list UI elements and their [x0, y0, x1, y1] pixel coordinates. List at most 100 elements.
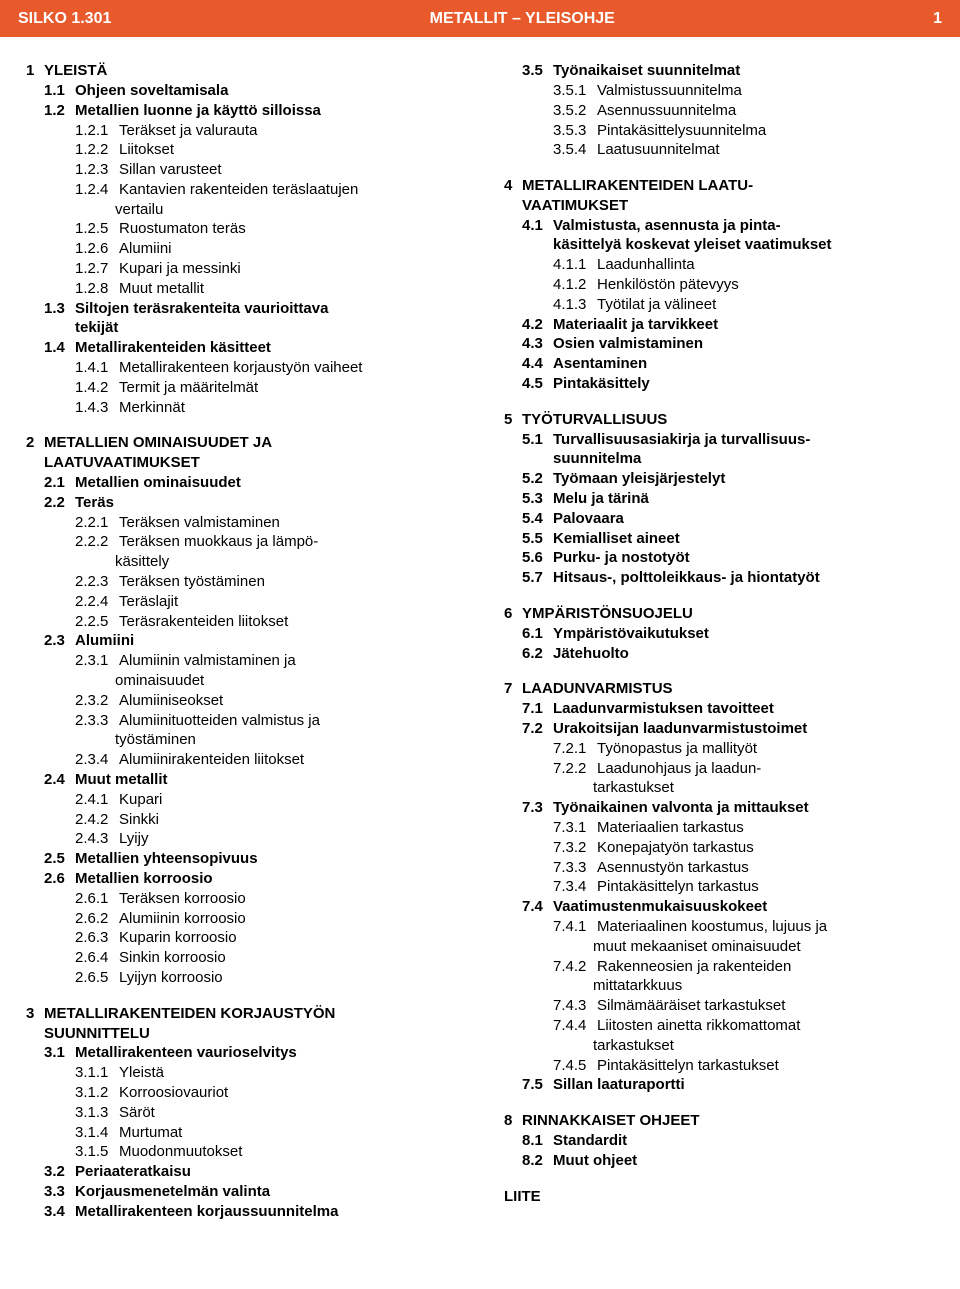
toc-lvl3: 4.1.1Laadunhallinta [553, 255, 942, 275]
toc-lvl3: 1.2.4Kantavien rakenteiden teräslaatujen [75, 180, 464, 200]
toc-lvl3: 7.4.4Liitosten ainetta rikkomattomat [553, 1016, 942, 1036]
toc-lvl2: 7.5Sillan laaturaportti [522, 1075, 942, 1095]
toc-section: 8RINNAKKAISET OHJEET8.1Standardit8.2Muut… [496, 1111, 942, 1170]
toc-lvl3: 1.2.8Muut metallit [75, 279, 464, 299]
toc-lvl2: 8.1Standardit [522, 1131, 942, 1151]
toc-lvl2: 1.2Metallien luonne ja käyttö silloissa [44, 101, 464, 121]
toc-lvl2: 4.4Asentaminen [522, 354, 942, 374]
toc-lvl2-cont: suunnitelma [553, 449, 942, 469]
toc-lvl3: 2.4.2Sinkki [75, 810, 464, 830]
toc-lvl3-cont: käsittely [115, 552, 464, 572]
toc-lvl2: 5.5Kemialliset aineet [522, 529, 942, 549]
header-left: SILKO 1.301 [18, 8, 111, 29]
toc-lvl1: 7LAADUNVARMISTUS [504, 679, 942, 699]
toc-lvl2: 5.2Työmaan yleisjärjestelyt [522, 469, 942, 489]
toc-lvl3: 2.2.3Teräksen työstäminen [75, 572, 464, 592]
toc-lvl2: 4.1Valmistusta, asennusta ja pinta- [522, 216, 942, 236]
toc-lvl3: 2.3.3Alumiinituotteiden valmistus ja [75, 711, 464, 731]
left-column: 1YLEISTÄ1.1Ohjeen soveltamisala1.2Metall… [18, 61, 464, 1237]
toc-lvl1-cont: VAATIMUKSET [522, 196, 942, 216]
toc-lvl1: 8RINNAKKAISET OHJEET [504, 1111, 942, 1131]
toc-lvl2: 6.2Jätehuolto [522, 644, 942, 664]
toc-lvl3: 2.3.2Alumiiniseokset [75, 691, 464, 711]
toc-lvl3: 2.6.5Lyijyn korroosio [75, 968, 464, 988]
toc-lvl2: 5.4Palovaara [522, 509, 942, 529]
toc-lvl2-cont: käsittelyä koskevat yleiset vaatimukset [553, 235, 942, 255]
toc-lvl2: 7.4Vaatimustenmukaisuuskokeet [522, 897, 942, 917]
toc-lvl3: 7.4.2Rakenneosien ja rakenteiden [553, 957, 942, 977]
toc-lvl1-cont: SUUNNITTELU [44, 1024, 464, 1044]
toc-lvl2: 2.1Metallien ominaisuudet [44, 473, 464, 493]
toc-lvl2: 5.3Melu ja tärinä [522, 489, 942, 509]
appendix-label: LIITE [504, 1187, 942, 1207]
toc-lvl3: 1.2.5Ruostumaton teräs [75, 219, 464, 239]
toc-lvl3: 3.5.3Pintakäsittelysuunnitelma [553, 121, 942, 141]
toc-section: 7LAADUNVARMISTUS7.1Laadunvarmistuksen ta… [496, 679, 942, 1095]
toc-lvl2: 3.1Metallirakenteen vaurioselvitys [44, 1043, 464, 1063]
toc-lvl3: 3.1.4Murtumat [75, 1123, 464, 1143]
toc-lvl3-cont: vertailu [115, 200, 464, 220]
toc-lvl2: 5.1Turvallisuusasiakirja ja turvallisuus… [522, 430, 942, 450]
header-center: METALLIT – YLEISOHJE [430, 8, 615, 29]
toc-section: 4METALLIRAKENTEIDEN LAATU-VAATIMUKSET4.1… [496, 176, 942, 394]
toc-lvl2: 6.1Ympäristövaikutukset [522, 624, 942, 644]
toc-lvl3: 7.4.3Silmämääräiset tarkastukset [553, 996, 942, 1016]
toc-lvl2: 5.7Hitsaus-, polttoleikkaus- ja hiontaty… [522, 568, 942, 588]
toc-lvl2: 2.4Muut metallit [44, 770, 464, 790]
toc-lvl3: 2.6.2Alumiinin korroosio [75, 909, 464, 929]
toc-lvl2: 2.3Alumiini [44, 631, 464, 651]
toc-lvl3: 7.3.1Materiaalien tarkastus [553, 818, 942, 838]
toc-lvl3: 3.5.4Laatusuunnitelmat [553, 140, 942, 160]
toc-lvl3: 2.4.3Lyijy [75, 829, 464, 849]
toc-lvl3: 1.4.3Merkinnät [75, 398, 464, 418]
right-column: 3.5Työnaikaiset suunnitelmat3.5.1Valmist… [496, 61, 942, 1237]
toc-section: 5TYÖTURVALLISUUS5.1Turvallisuusasiakirja… [496, 410, 942, 588]
toc-lvl3: 1.4.1Metallirakenteen korjaustyön vaihee… [75, 358, 464, 378]
toc-lvl3: 3.1.5Muodonmuutokset [75, 1142, 464, 1162]
toc-lvl2: 3.4Metallirakenteen korjaussuunnitelma [44, 1202, 464, 1222]
toc-lvl3: 2.6.4Sinkin korroosio [75, 948, 464, 968]
toc-lvl3: 3.5.2Asennussuunnitelma [553, 101, 942, 121]
toc-lvl3-cont: mittatarkkuus [593, 976, 942, 996]
toc-lvl3: 2.4.1Kupari [75, 790, 464, 810]
toc-lvl3: 3.1.2Korroosiovauriot [75, 1083, 464, 1103]
toc-lvl3: 2.2.4Teräslajit [75, 592, 464, 612]
toc-lvl3: 7.3.3Asennustyön tarkastus [553, 858, 942, 878]
toc-lvl3: 7.2.2Laadunohjaus ja laadun- [553, 759, 942, 779]
toc-lvl2: 3.5Työnaikaiset suunnitelmat [522, 61, 942, 81]
toc-lvl3: 7.3.4Pintakäsittelyn tarkastus [553, 877, 942, 897]
toc-lvl3: 7.4.5Pintakäsittelyn tarkastukset [553, 1056, 942, 1076]
toc-lvl3: 3.1.3Säröt [75, 1103, 464, 1123]
toc-lvl3: 4.1.3Työtilat ja välineet [553, 295, 942, 315]
toc-section: 3METALLIRAKENTEIDEN KORJAUSTYÖNSUUNNITTE… [18, 1004, 464, 1222]
toc-section: 6YMPÄRISTÖNSUOJELU6.1Ympäristövaikutukse… [496, 604, 942, 663]
toc-lvl2: 1.3Siltojen teräsrakenteita vaurioittava [44, 299, 464, 319]
toc-lvl1: 1YLEISTÄ [26, 61, 464, 81]
toc-section: 3.5Työnaikaiset suunnitelmat3.5.1Valmist… [496, 61, 942, 160]
page-header: SILKO 1.301 METALLIT – YLEISOHJE 1 [0, 0, 960, 37]
toc-lvl3: 3.1.1Yleistä [75, 1063, 464, 1083]
toc-lvl2: 5.6Purku- ja nostotyöt [522, 548, 942, 568]
toc-lvl3-cont: tarkastukset [593, 778, 942, 798]
toc-lvl3: 4.1.2Henkilöstön pätevyys [553, 275, 942, 295]
toc-lvl3: 2.6.1Teräksen korroosio [75, 889, 464, 909]
toc-lvl1: 5TYÖTURVALLISUUS [504, 410, 942, 430]
toc-lvl3: 2.6.3Kuparin korroosio [75, 928, 464, 948]
toc-lvl2: 1.1Ohjeen soveltamisala [44, 81, 464, 101]
toc-lvl2: 4.3Osien valmistaminen [522, 334, 942, 354]
toc-lvl2: 2.6Metallien korroosio [44, 869, 464, 889]
toc-lvl3: 1.2.3Sillan varusteet [75, 160, 464, 180]
toc-lvl2: 1.4Metallirakenteiden käsitteet [44, 338, 464, 358]
toc-lvl3: 1.2.1Teräkset ja valurauta [75, 121, 464, 141]
toc-lvl2: 4.5Pintakäsittely [522, 374, 942, 394]
toc-lvl3: 2.3.4Alumiinirakenteiden liitokset [75, 750, 464, 770]
content-area: 1YLEISTÄ1.1Ohjeen soveltamisala1.2Metall… [0, 37, 960, 1267]
toc-lvl2: 4.2Materiaalit ja tarvikkeet [522, 315, 942, 335]
toc-lvl2: 3.3Korjausmenetelmän valinta [44, 1182, 464, 1202]
toc-section: 2METALLIEN OMINAISUUDET JALAATUVAATIMUKS… [18, 433, 464, 987]
toc-lvl3: 7.3.2Konepajatyön tarkastus [553, 838, 942, 858]
toc-lvl1: 2METALLIEN OMINAISUUDET JA [26, 433, 464, 453]
toc-lvl2: 7.2Urakoitsijan laadunvarmistustoimet [522, 719, 942, 739]
toc-lvl3: 1.2.7Kupari ja messinki [75, 259, 464, 279]
toc-lvl3-cont: tarkastukset [593, 1036, 942, 1056]
